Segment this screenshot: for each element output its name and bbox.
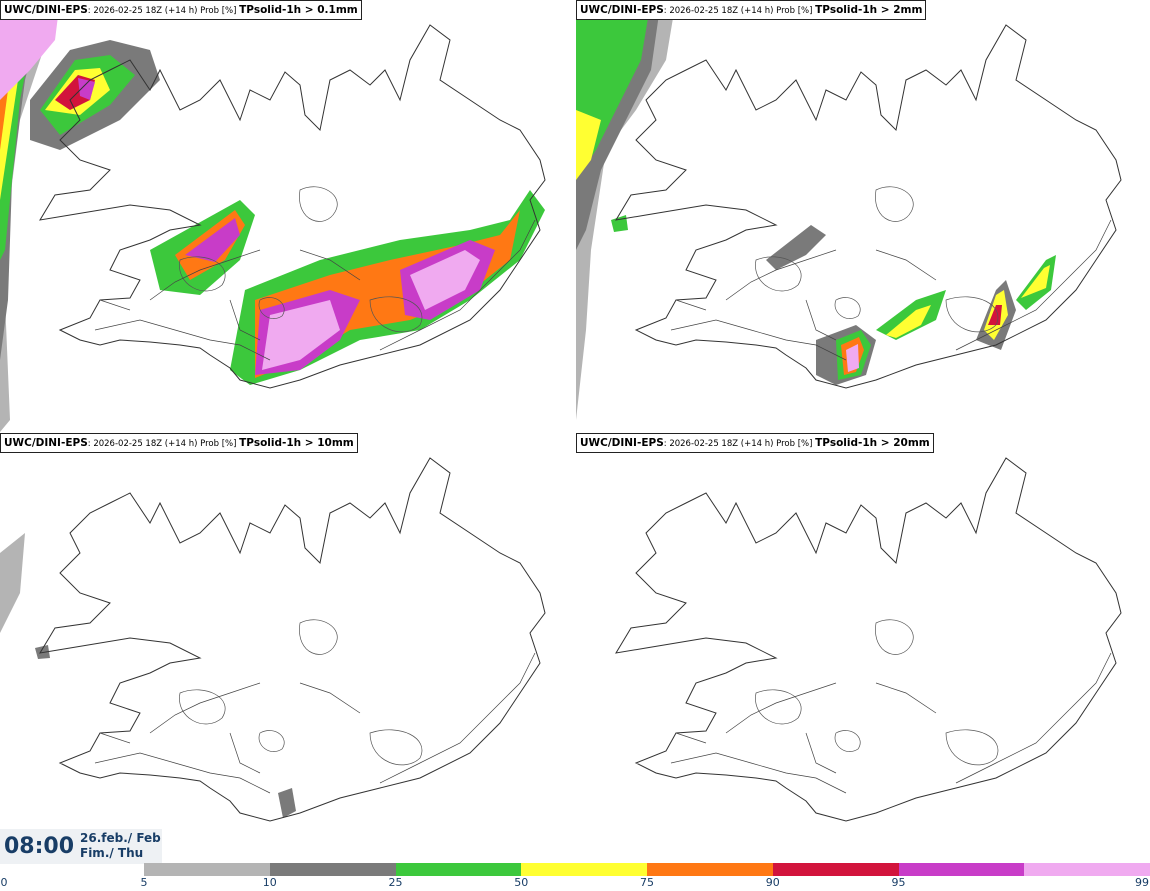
prob-area-10b bbox=[278, 788, 296, 818]
coastline bbox=[615, 24, 1122, 389]
run-info: : 2026-02-25 18Z (+14 h) Prob [%] bbox=[663, 439, 816, 449]
valid-date: 26.feb./ Feb bbox=[80, 831, 161, 845]
prob-area-95 bbox=[0, 0, 60, 100]
prob-area-99d bbox=[262, 300, 340, 370]
valid-time-box: 08:00 26.feb./ Feb Fim./ Thu bbox=[0, 829, 162, 864]
colorbar-tick-label: 50 bbox=[514, 876, 529, 889]
colorbar-tick-label: 25 bbox=[388, 876, 403, 889]
model-name: UWC/DINI-EPS bbox=[4, 4, 88, 16]
panel-title: UWC/DINI-EPS: 2026-02-25 18Z (+14 h) Pro… bbox=[0, 433, 358, 453]
prob-area-50g bbox=[1021, 265, 1050, 298]
map-panel-prob-0-1mm: UWC/DINI-EPS: 2026-02-25 18Z (+14 h) Pro… bbox=[0, 0, 574, 432]
glacier-outlines bbox=[754, 619, 999, 766]
colorbar-segment bbox=[521, 863, 647, 876]
valid-weekday: Fim./ Thu bbox=[80, 846, 144, 860]
colorbar-segment bbox=[395, 863, 522, 876]
colorbar-tick-label: 0 bbox=[0, 876, 8, 889]
coastline bbox=[39, 457, 546, 822]
colorbar-segment bbox=[1024, 863, 1150, 876]
panel-title: UWC/DINI-EPS: 2026-02-25 18Z (+14 h) Pro… bbox=[576, 0, 927, 20]
prob-area-95b bbox=[78, 78, 95, 100]
colorbar-tick-label: 95 bbox=[891, 876, 906, 889]
colorbar-segment bbox=[144, 863, 270, 876]
model-name: UWC/DINI-EPS bbox=[4, 437, 88, 449]
colorbar-tick-label: 90 bbox=[765, 876, 780, 889]
colorbar-segment bbox=[772, 863, 899, 876]
valid-time: 08:00 bbox=[4, 834, 75, 859]
run-info: : 2026-02-25 18Z (+14 h) Prob [%] bbox=[87, 439, 240, 449]
coastline bbox=[615, 457, 1122, 822]
probability-map bbox=[0, 457, 546, 822]
panel-title: UWC/DINI-EPS: 2026-02-25 18Z (+14 h) Pro… bbox=[0, 0, 362, 20]
model-name: UWC/DINI-EPS bbox=[580, 437, 664, 449]
colorbar-ticks: 0 5 10 25 50 75 90 95 99 bbox=[0, 876, 1150, 891]
colorbar-segment bbox=[647, 863, 773, 876]
colorbar-segment bbox=[898, 863, 1025, 876]
prob-area-10 bbox=[35, 645, 50, 659]
probability-map bbox=[0, 0, 546, 432]
glacier-outlines bbox=[178, 619, 423, 766]
parameter-threshold: TPsolid-1h > 2mm bbox=[815, 4, 923, 16]
run-info: : 2026-02-25 18Z (+14 h) Prob [%] bbox=[663, 6, 816, 16]
prob-area-10c bbox=[766, 225, 826, 270]
prob-area-50 bbox=[576, 110, 601, 180]
prob-area-99e bbox=[410, 250, 480, 310]
colorbar-tick-label: 75 bbox=[640, 876, 654, 889]
colorbar-segment bbox=[269, 863, 396, 876]
parameter-threshold: TPsolid-1h > 0.1mm bbox=[239, 4, 358, 16]
colorbar-tick-label: 5 bbox=[140, 876, 148, 889]
parameter-threshold: TPsolid-1h > 20mm bbox=[815, 437, 930, 449]
map-panel-prob-2mm: UWC/DINI-EPS: 2026-02-25 18Z (+14 h) Pro… bbox=[576, 0, 1150, 432]
map-panel-prob-10mm: UWC/DINI-EPS: 2026-02-25 18Z (+14 h) Pro… bbox=[0, 433, 574, 865]
probability-colorbar bbox=[144, 863, 1150, 876]
roads bbox=[94, 652, 536, 794]
prob-area-50e bbox=[886, 305, 931, 338]
prob-area-25b bbox=[611, 215, 628, 232]
model-name: UWC/DINI-EPS bbox=[580, 4, 664, 16]
colorbar-tick-label: 99 bbox=[1135, 876, 1149, 889]
probability-map bbox=[576, 0, 1122, 420]
prob-area-90f bbox=[988, 305, 1002, 325]
prob-area-99d bbox=[846, 344, 859, 372]
map-panel-prob-20mm: UWC/DINI-EPS: 2026-02-25 18Z (+14 h) Pro… bbox=[576, 433, 1150, 865]
probability-map bbox=[615, 457, 1122, 822]
panel-title: UWC/DINI-EPS: 2026-02-25 18Z (+14 h) Pro… bbox=[576, 433, 934, 453]
run-info: : 2026-02-25 18Z (+14 h) Prob [%] bbox=[87, 6, 240, 16]
prob-area-95c bbox=[185, 218, 240, 262]
parameter-threshold: TPsolid-1h > 10mm bbox=[239, 437, 354, 449]
colorbar-tick-label: 10 bbox=[262, 876, 277, 889]
roads bbox=[670, 652, 1112, 794]
prob-area-5 bbox=[0, 533, 25, 633]
